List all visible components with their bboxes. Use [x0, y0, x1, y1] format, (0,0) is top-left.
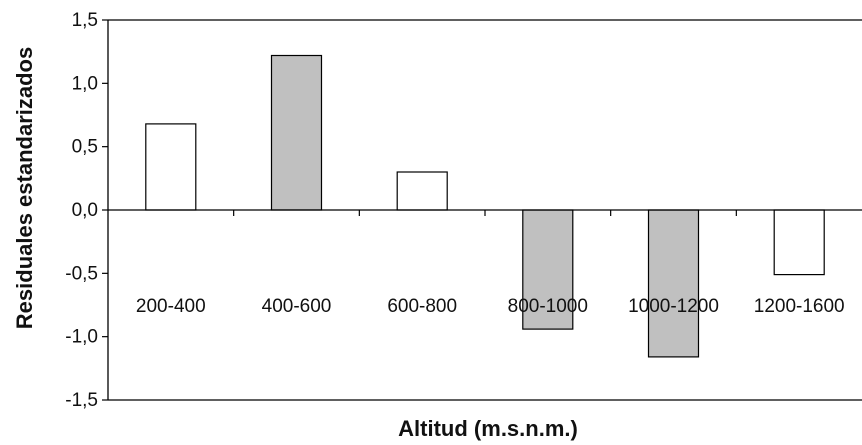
x-axis-title: Altitud (m.s.n.m.): [398, 416, 578, 441]
category-label-1200-1600: 1200-1600: [754, 296, 845, 317]
bars-group: [145, 54, 825, 358]
bar-400-600: [270, 54, 323, 211]
category-label-1000-1200: 1000-1200: [628, 296, 719, 317]
category-label-400-600: 400-600: [262, 296, 332, 317]
category-label-600-800: 600-800: [387, 296, 457, 317]
y-tick-label: 1,5: [72, 10, 98, 31]
y-axis-title: Residuales estandarizados: [12, 47, 37, 329]
y-tick-label: 0,0: [72, 200, 98, 221]
y-tick-label: -0,5: [65, 263, 98, 284]
category-labels: 200-400 400-600 600-800 800-1000 1000-1200 12…: [136, 296, 845, 317]
y-tick-labels: 1,5 1,0 0,5 0,0 -0,5 -1,0 -1,5: [65, 10, 98, 411]
bar-1000-1200: [647, 209, 700, 358]
bar-1200-1600: [773, 209, 825, 276]
category-label-800-1000: 800-1000: [508, 296, 588, 317]
y-tick-label: -1,5: [65, 390, 98, 411]
y-tick-label: 1,0: [72, 73, 98, 94]
y-tick-label: 0,5: [72, 137, 98, 158]
y-tick-label: -1,0: [65, 327, 98, 348]
bar-800-1000: [522, 209, 574, 330]
bar-200-400: [145, 123, 197, 211]
bar-600-800: [396, 171, 448, 211]
category-label-200-400: 200-400: [136, 296, 206, 317]
axes-group: [102, 19, 862, 401]
